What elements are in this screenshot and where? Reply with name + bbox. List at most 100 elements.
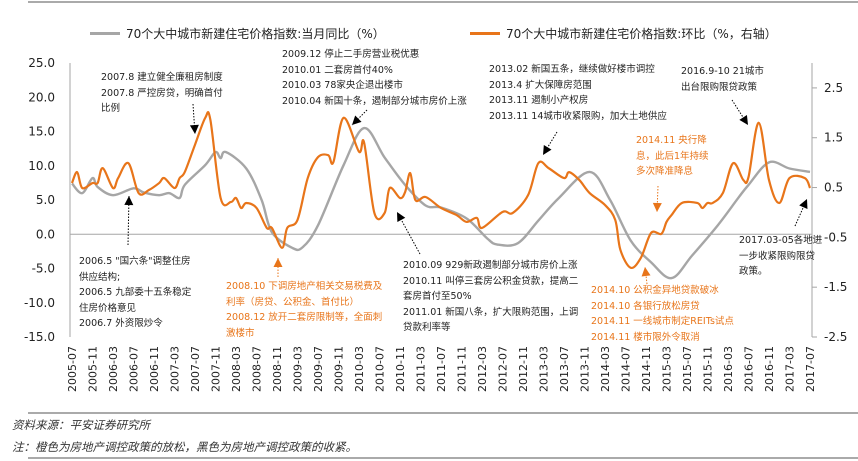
x-tick-label: 2011-11: [456, 346, 469, 392]
x-tick-label: 2011-03: [415, 346, 428, 392]
y-left-tick-label: 15.0: [28, 125, 55, 139]
x-tick-label: 2007-03: [169, 346, 182, 392]
x-tick-label: 2006-07: [128, 346, 141, 392]
arrow-2014-easing-head: [641, 267, 651, 277]
x-tick-label: 2015-07: [681, 346, 694, 392]
annotation-2010: 2010.09 929新政遏制部分城市房价上涨 2010.11 叫停三套房公积金贷…: [403, 258, 578, 336]
arrow-2009: [351, 109, 368, 126]
annotation-line: 2014.10 公积金异地贷款破冰: [591, 285, 719, 296]
x-tick-label: 2006-11: [148, 346, 161, 392]
annotation-line: 2013.11 遏制小产权房: [489, 95, 589, 107]
x-tick-label: 2008-03: [230, 346, 243, 392]
annotation-line: 2016.9-10 21城市: [681, 66, 764, 77]
annotation-line: 套房首付至50%: [403, 291, 472, 303]
annotation-line: 2013.11 14城市收紧限购，加大土地供应: [489, 110, 667, 122]
x-tick-label: 2016-03: [722, 346, 735, 392]
annotation-line: 住房价格意见: [79, 302, 137, 314]
legend-item-mom: 70个大中城市新建住宅价格指数:环比（%，右轴）: [470, 25, 777, 42]
annotation-line: 2014.10 各银行放松房贷: [591, 300, 700, 312]
x-tick-label: 2007-07: [189, 346, 202, 392]
legend-swatch-orange: [470, 32, 500, 35]
annotation-line: 2009.12 停止二手房营业税优惠: [282, 49, 420, 60]
arrow-2006-head: [124, 196, 134, 206]
x-tick-label: 2013-03: [538, 346, 551, 392]
legend-swatch-gray: [90, 32, 120, 35]
y-right-tick-label: 0.5: [824, 181, 843, 195]
y-left-tick-label: 25.0: [28, 56, 55, 70]
annotation-line: 利率（房贷、公积金、首付比）: [226, 296, 360, 308]
annotation-line: 2011.01 新国八条，扩大限购范围，上调: [403, 306, 579, 318]
arrow-2013-head: [543, 144, 552, 155]
annotation-line: 多次降准降息: [636, 166, 694, 178]
annotation-2013: 2013.02 新国五条，继续做好楼市调控 2013.4 扩大保障房范围 2013.…: [489, 62, 667, 124]
x-tick-label: 2015-11: [702, 346, 715, 392]
y-right-tick-label: 2.5: [824, 81, 843, 95]
annotation-2007: 2007.8 建立健全廉租房制度 2007.8 严控房贷，明确首付 比例: [101, 70, 223, 117]
annotation-line: 政策。: [739, 266, 768, 278]
series-line-yoy: [71, 126, 811, 280]
x-tick-label: 2008-07: [251, 346, 264, 392]
annotation-line: 2010.04 新国十条，遏制部分城市房价上涨: [282, 95, 467, 107]
annotation-line: 2008.12 放开二套房限制等，全面刺: [226, 312, 383, 324]
legend-item-yoy: 70个大中城市新建住宅价格指数:当月同比（%）: [90, 25, 385, 42]
annotation-line: 2010.11 叫停三套房公积金贷款，提高二: [403, 275, 579, 287]
y-left-tick-label: -5.0: [32, 262, 55, 276]
annotation-line: 比例: [101, 103, 121, 115]
x-tick-label: 2014-11: [640, 346, 653, 392]
annotation-line: 2010.01 二套房首付40%: [282, 64, 393, 76]
arrow-2017-head: [799, 199, 808, 210]
annotation-line: 2007.8 建立健全廉租房制度: [101, 72, 223, 83]
annotation-line: 出台限购限贷政策: [681, 81, 758, 93]
x-tick-label: 2005-11: [87, 346, 100, 392]
annotation-2008: 2008.10 下调房地产相关交易税费及 利率（房贷、公积金、首付比） 2008.1…: [226, 279, 382, 341]
annotation-line: 贷款利率等: [403, 322, 451, 334]
x-tick-label: 2014-07: [620, 346, 633, 392]
y-left-tick-label: -10.0: [24, 296, 55, 310]
x-tick-label: 2008-11: [271, 346, 284, 392]
annotation-2014-easing: 2014.10 公积金异地贷款破冰 2014.10 各银行放松房贷 2014.11 …: [591, 283, 734, 345]
series-line-mom: [70, 111, 812, 270]
arrow-2007-head: [189, 124, 199, 134]
x-tick-label: 2010-03: [353, 346, 366, 392]
y-left-tick-label: 20.0: [28, 90, 55, 104]
annotation-line: 2014.11 央行降: [636, 135, 707, 146]
y-left-tick-label: 5.0: [36, 193, 55, 207]
y-right-tick-label: 1.5: [824, 131, 843, 145]
annotation-line: 2013.02 新国五条，继续做好楼市调控: [489, 64, 655, 75]
source-note: 资料来源：平安证券研究所: [12, 418, 150, 432]
legend-label: 70个大中城市新建住宅价格指数:当月同比（%）: [126, 27, 385, 41]
x-tick-label: 2006-03: [107, 346, 120, 392]
annotation-2016: 2016.9-10 21城市 出台限购限贷政策: [681, 64, 764, 95]
x-tick-label: 2010-11: [394, 346, 407, 392]
annotation-line: 2008.10 下调房地产相关交易税费及: [226, 281, 383, 292]
annotation-line: 2006.5 "国六条"调整住房: [79, 256, 191, 267]
annotation-line: 2006.7 外资限炒令: [79, 318, 163, 330]
y-right-tick-label: -2.5: [824, 330, 847, 344]
x-tick-label: 2015-03: [661, 346, 674, 392]
x-tick-label: 2016-11: [763, 346, 776, 392]
annotation-line: 2010.09 929新政遏制部分城市房价上涨: [403, 260, 578, 271]
annotation-line: 激楼市: [226, 327, 255, 339]
y-right-tick-label: -0.5: [824, 230, 847, 244]
arrow-2014-rate-cut-head: [652, 202, 662, 212]
y-left-tick-label: -15.0: [24, 330, 55, 344]
annotation-line: 供应结构;: [79, 271, 121, 283]
annotation-line: 2007.8 严控房贷，明确首付: [101, 87, 223, 99]
x-tick-label: 2013-07: [558, 346, 571, 392]
x-tick-label: 2011-07: [435, 346, 448, 392]
annotation-line: 2014.11 楼市限外令取消: [591, 331, 700, 343]
annotation-line: 2006.5 九部委十五条稳定: [79, 287, 192, 299]
x-tick-label: 2007-11: [210, 346, 223, 392]
annotation-line: 2017.03-05各地进: [739, 235, 823, 246]
legend-label: 70个大中城市新建住宅价格指数:环比（%，右轴）: [506, 27, 777, 41]
y-left-tick-label: 0.0: [36, 227, 55, 241]
arrow-2016-head: [739, 114, 748, 125]
x-tick-label: 2012-07: [497, 346, 510, 392]
annotation-line: 2010.03 78家央企退出楼市: [282, 80, 403, 92]
annotation-line: 一步收紧限购限贷: [739, 250, 816, 262]
x-tick-label: 2010-07: [374, 346, 387, 392]
x-tick-label: 2012-11: [517, 346, 530, 392]
x-tick-label: 2009-07: [312, 346, 325, 392]
annotation-2006: 2006.5 "国六条"调整住房 供应结构; 2006.5 九部委十五条稳定 住房价格…: [79, 254, 191, 332]
